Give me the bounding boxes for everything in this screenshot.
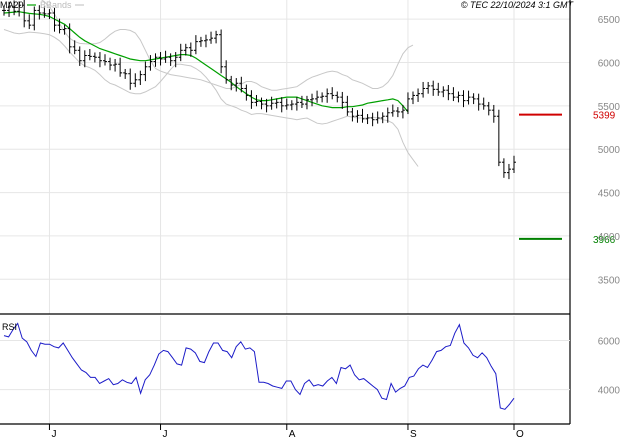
x-tick-label: O <box>516 429 524 440</box>
rsi-panel-title: RSI <box>2 322 17 332</box>
x-tick-label: A <box>289 429 296 440</box>
x-tick-label: J <box>163 429 168 440</box>
bollinger-bands <box>3 0 419 167</box>
x-tick-label: J <box>51 429 56 440</box>
rsi-tick-label: 6000 <box>598 337 621 348</box>
price-tick-label: 6500 <box>598 15 621 26</box>
price-bars <box>2 0 516 180</box>
copyright-label: © TEC 22/10/2024 3:1 GMT <box>461 0 575 10</box>
price-tick-label: 4500 <box>598 189 621 200</box>
price-levels: 5399 3966 <box>519 111 616 246</box>
price-tick-label: 5500 <box>598 102 621 113</box>
price-axis-labels: 6500 6000 5500 5000 4500 4000 3500 <box>598 15 621 286</box>
upper-band-line <box>40 0 414 91</box>
support-level-label: 3966 <box>593 235 616 246</box>
ma20-legend-label: MA20 <box>0 0 24 10</box>
price-tick-label: 3500 <box>598 275 621 286</box>
ma20-path <box>3 11 409 113</box>
ma20-line <box>3 11 409 113</box>
price-tick-label: 5000 <box>598 145 621 156</box>
x-tick-label: S <box>410 429 417 440</box>
resistance-level-label: 5399 <box>593 111 616 122</box>
rsi-line <box>3 322 515 410</box>
rsi-grid <box>0 316 570 424</box>
bbands-legend-label: BBands <box>40 0 72 10</box>
rsi-tick-label: 4000 <box>598 386 621 397</box>
rsi-axis-labels: 6000 4000 <box>598 337 621 397</box>
lower-band-line <box>3 29 419 167</box>
price-tick-label: 6000 <box>598 58 621 69</box>
price-tick-label: 4000 <box>598 232 621 243</box>
